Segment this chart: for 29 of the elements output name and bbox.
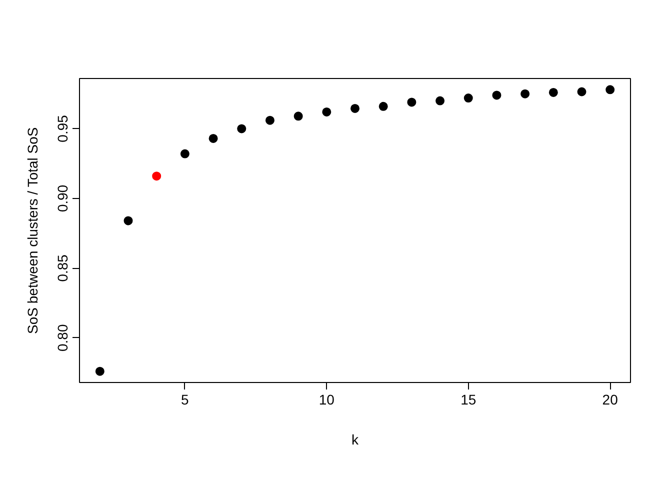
y-tick-label: 0.80 <box>54 324 70 352</box>
x-tick-label: 20 <box>602 392 618 408</box>
point <box>152 172 162 181</box>
x-tick-label: 15 <box>460 392 476 408</box>
point <box>208 134 218 143</box>
point <box>265 116 274 125</box>
point <box>350 104 360 113</box>
x-tick-label: 5 <box>181 392 190 408</box>
point <box>95 366 104 376</box>
point <box>407 98 416 107</box>
point <box>577 87 586 96</box>
point <box>464 94 473 103</box>
x-tick-label: 10 <box>318 392 335 408</box>
y-tick-label: 0.95 <box>54 114 70 142</box>
point <box>237 124 246 134</box>
y-tick-label: 0.85 <box>54 254 70 282</box>
point <box>520 89 530 98</box>
y-tick-label: 0.90 <box>54 184 70 212</box>
y-axis-title: SoS between clusters / Total SoS <box>24 127 40 334</box>
point <box>378 102 388 111</box>
point <box>548 88 558 97</box>
point <box>180 149 190 158</box>
point <box>322 107 332 116</box>
point <box>124 216 133 226</box>
point <box>294 112 303 121</box>
point <box>436 96 445 106</box>
point <box>492 90 502 100</box>
x-axis-title: k <box>352 432 360 448</box>
point <box>606 85 615 94</box>
